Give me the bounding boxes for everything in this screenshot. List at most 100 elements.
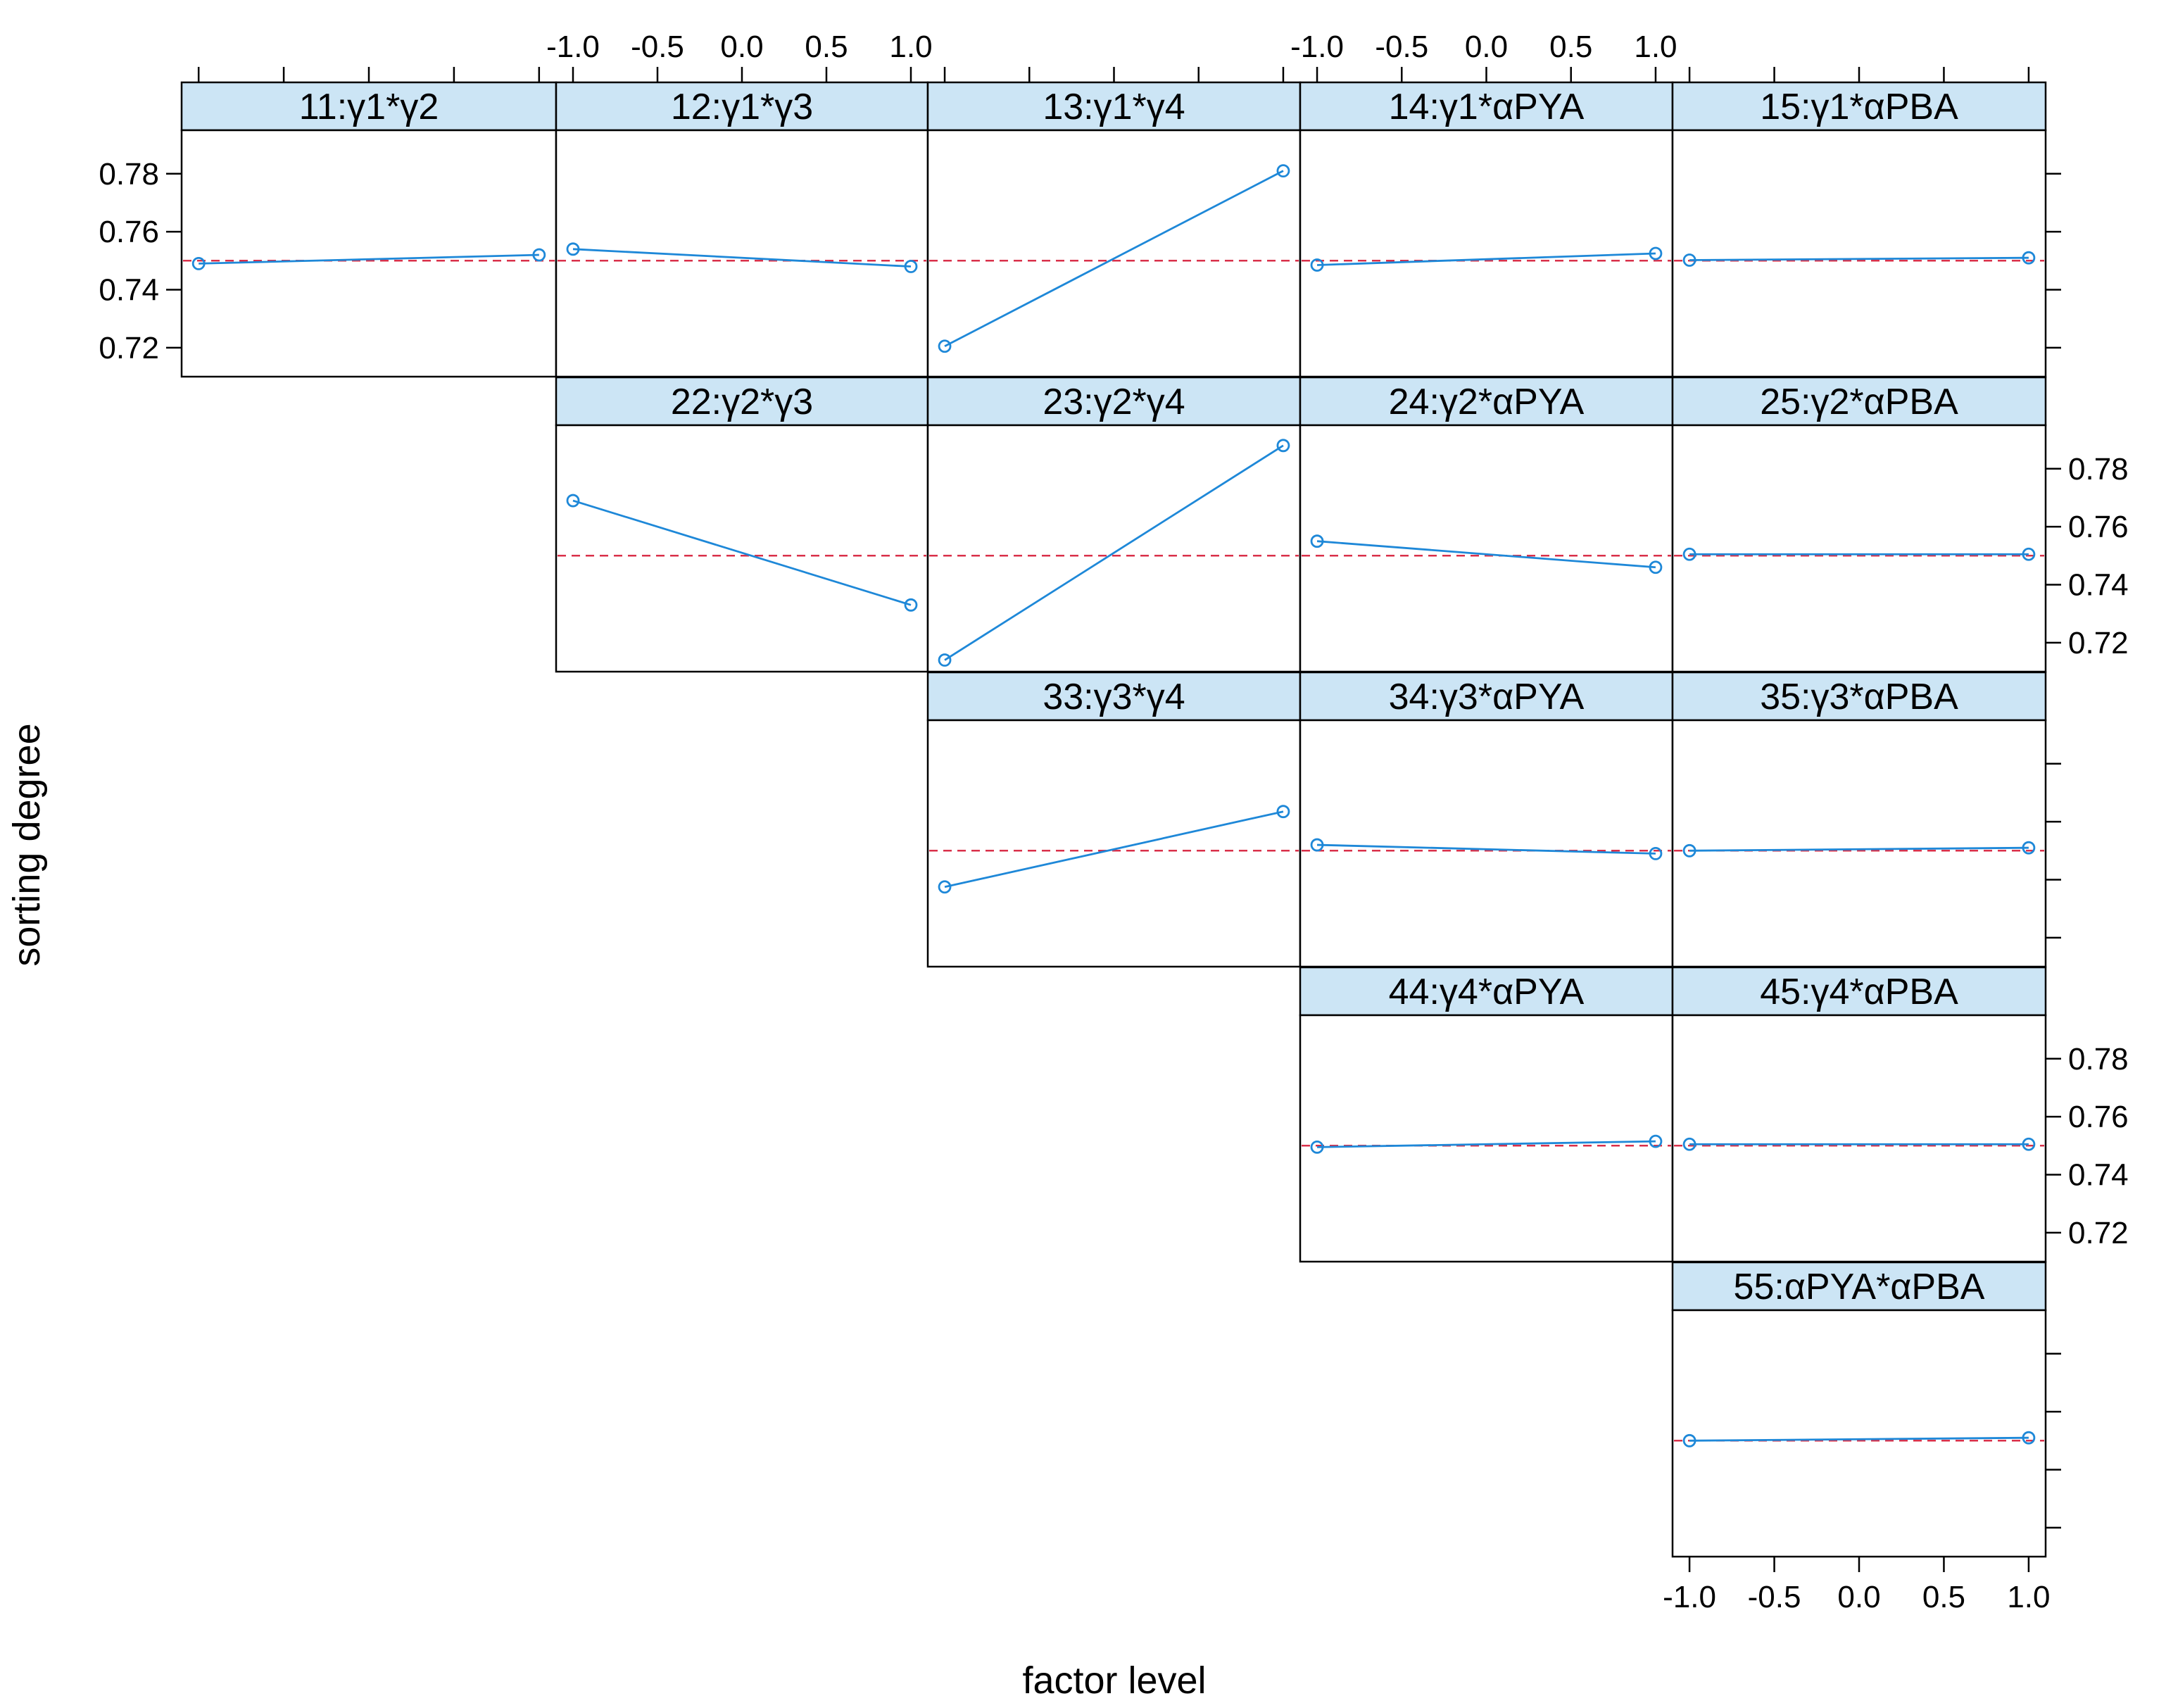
- panel-frame: [1671, 1309, 2047, 1558]
- data-point: [2022, 1137, 2036, 1151]
- panel-strip-label: 35:γ3*αPBA: [1760, 677, 1958, 717]
- panel-frame: [1671, 1014, 2047, 1263]
- panel-strip: [555, 376, 929, 427]
- data-point: [2022, 1431, 2036, 1445]
- panel: 44:γ4*αPYA: [1299, 966, 1674, 1263]
- y-tick-label: 0.78: [2068, 452, 2129, 486]
- data-point: [532, 248, 546, 262]
- panel: 33:γ3*γ4: [926, 671, 1302, 968]
- data-point: [1310, 258, 1324, 272]
- panel-strip: [1671, 1261, 2047, 1312]
- panel: 22:γ2*γ3: [555, 376, 929, 673]
- data-point: [2022, 547, 2036, 561]
- panel-strip-label: 33:γ3*γ4: [1043, 677, 1185, 717]
- panel-strip-label: 44:γ4*αPYA: [1389, 972, 1585, 1012]
- data-point: [1310, 838, 1324, 852]
- panel: 24:γ2*αPYA: [1299, 376, 1674, 673]
- panel: 45:γ4*αPBA: [1671, 966, 2047, 1263]
- data-point: [1649, 246, 1663, 260]
- axes-layer: -1.0 -0.5 0.0 0.5 1.0 -1.0 -0.5 0.0 0.5 1.0 -1.0 -0…: [99, 30, 2128, 1614]
- series-line: [1689, 256, 2029, 261]
- panel-strip: [1299, 966, 1674, 1017]
- data-point: [1682, 547, 1696, 561]
- x-axis-title: factor level: [1022, 1659, 1206, 1702]
- x-tick-label: -0.5: [1375, 30, 1428, 64]
- data-point: [1682, 253, 1696, 267]
- panel-strip: [1671, 671, 2047, 722]
- panel-frame: [1671, 719, 2047, 968]
- panel-strip-label: 25:γ2*αPBA: [1760, 382, 1958, 422]
- data-point: [1682, 1433, 1696, 1448]
- panel: 23:γ2*γ4: [926, 376, 1302, 673]
- panel-strip-label: 45:γ4*αPBA: [1760, 972, 1958, 1012]
- y-tick-label: 0.76: [2068, 1100, 2129, 1134]
- series-line: [944, 170, 1284, 348]
- panel-frame: [1299, 129, 1674, 378]
- data-point: [566, 494, 580, 508]
- data-point: [1276, 805, 1290, 819]
- x-tick-label: 1.0: [889, 30, 932, 64]
- panel-strip-label: 14:γ1*αPYA: [1389, 87, 1585, 127]
- data-point: [2022, 251, 2036, 265]
- panel-frame: [1299, 719, 1674, 968]
- data-point: [904, 260, 918, 273]
- y-tick-label: 0.74: [2068, 1157, 2129, 1192]
- panel: 35:γ3*αPBA: [1671, 671, 2047, 968]
- x-tick-label: 0.0: [720, 30, 763, 64]
- panel-strip: [1671, 966, 2047, 1017]
- y-tick-label: 0.78: [2068, 1042, 2129, 1076]
- x-tick-label: -0.5: [1748, 1580, 1801, 1614]
- panel: 12:γ1*γ3: [555, 81, 929, 378]
- panel-frame: [926, 129, 1302, 378]
- y-tick-label: 0.72: [2068, 1216, 2129, 1250]
- y-tick-label: 0.74: [99, 272, 159, 307]
- y-tick-label: 0.76: [99, 215, 159, 249]
- panel-strip: [926, 671, 1302, 722]
- series-line: [1317, 843, 1656, 855]
- x-tick-label: -1.0: [546, 30, 600, 64]
- y-tick-label: 0.74: [2068, 567, 2129, 602]
- panel-frame: [555, 129, 929, 378]
- x-tick-label: -1.0: [1663, 1580, 1716, 1614]
- panel-strip: [1671, 376, 2047, 427]
- data-point: [1310, 1140, 1324, 1154]
- panel-strip-label: 34:γ3*αPYA: [1389, 677, 1585, 717]
- panel-frame: [1671, 424, 2047, 673]
- series-line: [199, 253, 539, 265]
- x-tick-label: 0.0: [1837, 1580, 1880, 1614]
- panel: 55:αPYA*αPBA: [1671, 1261, 2047, 1558]
- panel-strip-label: 55:αPYA*αPBA: [1734, 1267, 1985, 1307]
- data-point: [2022, 841, 2036, 855]
- series-line: [572, 248, 912, 268]
- panel-frame: [1299, 424, 1674, 673]
- y-tick-label: 0.72: [2068, 626, 2129, 660]
- x-tick-label: 1.0: [1634, 30, 1677, 64]
- series-line: [1317, 1140, 1656, 1148]
- series-line: [572, 499, 912, 606]
- panel-strip-label: 22:γ2*γ3: [671, 382, 813, 422]
- data-point: [1276, 164, 1290, 178]
- series-line: [1316, 252, 1656, 266]
- series-line: [944, 444, 1284, 661]
- series-line: [1689, 846, 2029, 852]
- panel-strip-label: 23:γ2*γ4: [1043, 382, 1185, 422]
- panel-frame: [926, 719, 1302, 968]
- data-point: [566, 242, 580, 256]
- panel: 11:γ1*γ2: [180, 81, 558, 378]
- panel-frame: [1671, 129, 2047, 378]
- y-tick-label: 0.72: [99, 331, 159, 365]
- x-tick-label: 1.0: [2007, 1580, 2050, 1614]
- panel-frame: [180, 129, 558, 378]
- panel-strip-label: 13:γ1*γ4: [1043, 87, 1185, 127]
- panel-frame: [555, 424, 929, 673]
- panel-strip: [926, 376, 1302, 427]
- data-point: [1276, 439, 1290, 453]
- data-point: [1649, 1134, 1663, 1148]
- x-tick-label: 0.5: [1549, 30, 1592, 64]
- y-tick-label: 0.78: [99, 157, 159, 191]
- panel-frame: [1299, 1014, 1674, 1263]
- panel-strip-label: 24:γ2*αPYA: [1389, 382, 1585, 422]
- panel-strip: [180, 81, 558, 132]
- panel-strip-label: 12:γ1*γ3: [671, 87, 813, 127]
